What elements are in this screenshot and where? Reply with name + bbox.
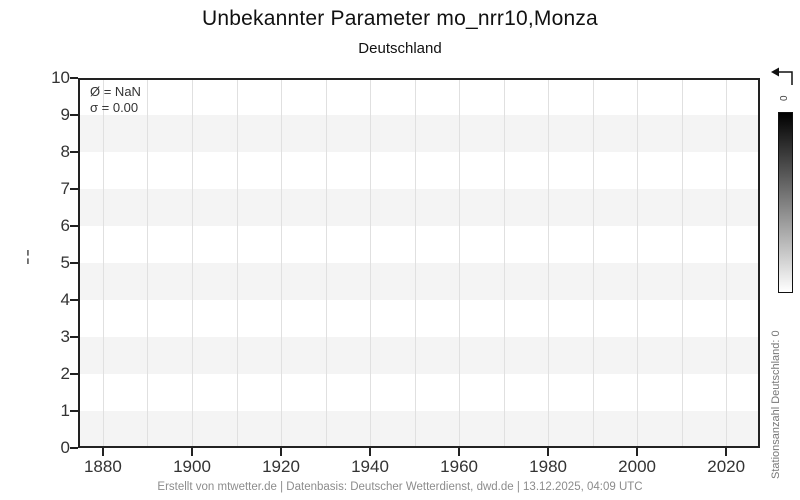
gridline-vertical: [370, 78, 371, 448]
x-tick: [547, 448, 550, 456]
y-tick-label: 2: [60, 364, 70, 383]
x-tick: [725, 448, 728, 456]
y-tick-label: 9: [60, 105, 70, 124]
stats-mean: Ø = NaN: [90, 84, 141, 99]
plot-band: [78, 189, 760, 226]
y-tick: [70, 262, 78, 264]
gridline-vertical: [102, 78, 104, 448]
gridline-vertical: [459, 78, 461, 448]
colorbar-arrow-icon: [771, 67, 793, 85]
x-tick: [369, 448, 371, 456]
gridline-vertical: [726, 78, 728, 448]
gridline-vertical: [325, 78, 327, 448]
x-tick-label: 2000: [618, 457, 656, 476]
plot-band: [78, 263, 760, 300]
gridline-vertical: [147, 78, 149, 448]
gridline-vertical: [592, 78, 594, 448]
y-tick: [70, 373, 78, 375]
x-tick: [636, 448, 639, 456]
plot-band: [78, 337, 760, 374]
y-axis-label-fragment: ¦: [26, 248, 30, 265]
y-tick-label: 7: [60, 179, 70, 198]
y-tick: [70, 151, 78, 153]
chart-subtitle: Deutschland: [358, 40, 442, 57]
y-tick-label: 0: [60, 438, 70, 457]
x-tick: [101, 448, 104, 456]
y-tick-label: 3: [60, 327, 70, 346]
x-tick-label: 1980: [529, 457, 567, 476]
y-tick: [70, 225, 78, 227]
gridline-vertical: [548, 78, 550, 448]
y-tick: [70, 336, 78, 338]
x-tick: [458, 448, 461, 456]
x-tick-label: 2020: [707, 457, 746, 476]
x-tick-label: 1960: [440, 457, 478, 476]
gridline-vertical: [681, 78, 683, 448]
chart-title: Unbekannter Parameter mo_nrr10,Monza: [202, 7, 598, 30]
y-tick: [70, 299, 78, 301]
colorbar-top-tick-label: 0: [779, 95, 790, 101]
x-tick-label: 1940: [351, 457, 389, 476]
gridline-vertical: [236, 78, 238, 448]
plot-band: [78, 115, 760, 152]
x-tick-label: 1920: [262, 457, 300, 476]
colorbar-axis-label: Stationsanzahl Deutschland: 0: [770, 330, 782, 479]
y-tick-label: 8: [60, 142, 70, 161]
gridline-vertical: [281, 78, 282, 448]
stats-sigma: σ = 0.00: [90, 100, 139, 115]
y-tick: [70, 410, 78, 412]
y-tick-label: 5: [60, 253, 70, 272]
gridline-vertical: [414, 78, 416, 448]
y-tick: [70, 188, 78, 190]
y-tick: [70, 77, 78, 79]
y-tick-label: 10: [51, 68, 70, 87]
x-tick: [280, 448, 282, 456]
x-tick-label: 1880: [83, 457, 122, 476]
y-tick: [70, 114, 78, 116]
x-tick: [191, 448, 193, 456]
gridline-vertical: [192, 78, 193, 448]
y-tick-label: 4: [60, 290, 70, 309]
plot-area: Ø = NaN σ = 0.00: [78, 78, 760, 448]
plot-band: [78, 411, 760, 448]
y-tick-label: 6: [60, 216, 70, 235]
colorbar-gradient: [778, 112, 793, 293]
footer-credit: Erstellt von mtwetter.de | Datenbasis: D…: [157, 481, 643, 493]
y-tick: [70, 447, 78, 449]
x-tick-label: 1900: [173, 457, 211, 476]
gridline-vertical: [503, 78, 505, 448]
gridline-vertical: [637, 78, 639, 448]
y-tick-label: 1: [60, 401, 70, 420]
stats-annotation: Ø = NaN σ = 0.00: [90, 84, 141, 116]
